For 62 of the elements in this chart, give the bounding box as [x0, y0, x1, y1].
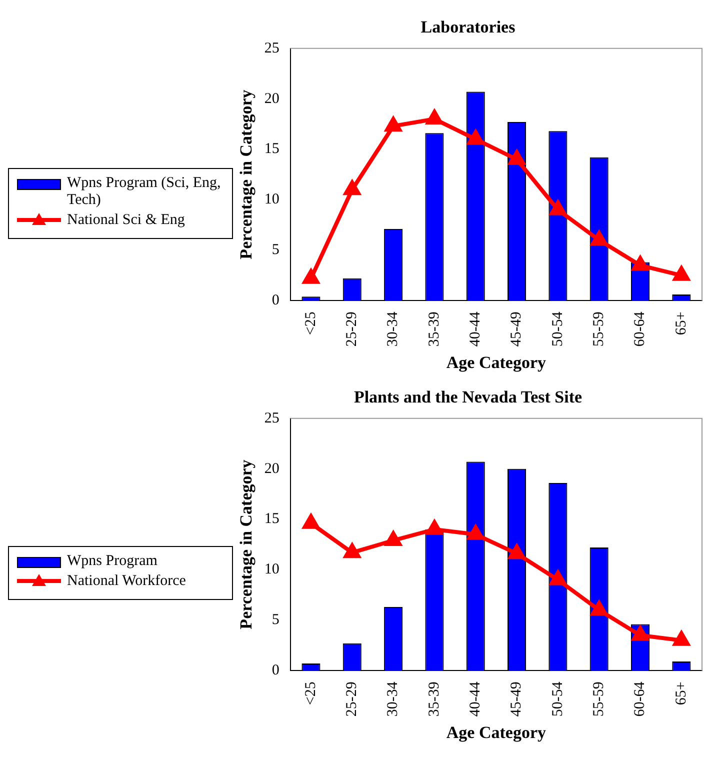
x-tick-label: 30-34: [385, 311, 402, 347]
y-tick-label: 5: [272, 612, 280, 628]
y-tick-label: 15: [264, 511, 280, 528]
x-tick-label: 30-34: [385, 681, 402, 717]
point: [302, 514, 320, 529]
legend-label: Wpns Program: [67, 553, 158, 570]
y-tick-label: 15: [264, 141, 280, 158]
x-tick-label: 40-44: [468, 681, 484, 717]
x-tick-label: 45-49: [508, 312, 525, 347]
x-tick-label: 35-39: [426, 682, 442, 717]
point: [632, 256, 648, 271]
point: [632, 626, 648, 641]
point: [385, 117, 402, 132]
x-tick-label: 55-59: [591, 312, 608, 347]
chart-title: Plants and the Nevada Test Site: [354, 388, 583, 407]
y-tick-label: 20: [264, 90, 280, 107]
legend-label: Wpns Program (Sci, Eng, Tech): [67, 174, 222, 208]
x-tick-label: 60-64: [632, 311, 648, 347]
legend-label: National Sci & Eng: [67, 212, 185, 228]
x-tick-label: 25-29: [344, 312, 360, 347]
y-tick-label: 0: [272, 662, 280, 679]
point: [426, 520, 443, 535]
point: [508, 150, 525, 165]
y-axis-title: Percentage in Category: [236, 89, 256, 260]
point: [344, 180, 360, 196]
y-tick-label: 10: [264, 562, 280, 578]
x-axis-title: Age Category: [446, 353, 546, 372]
x-tick-label: 50-54: [550, 311, 566, 347]
x-tick-label: 50-54: [550, 681, 566, 717]
point: [673, 266, 690, 281]
point: [426, 110, 443, 125]
y-tick-label: 5: [272, 242, 280, 258]
point: [550, 200, 566, 216]
x-tick-label: 65+: [673, 312, 690, 336]
x-tick-label: 60-64: [632, 681, 648, 717]
x-tick-label: <25: [302, 682, 319, 706]
y-tick-label: 0: [272, 292, 280, 309]
y-tick-label: 20: [264, 460, 280, 477]
x-axis-title: Age Category: [446, 723, 546, 742]
point: [591, 601, 608, 616]
chart-title: Laboratories: [420, 18, 516, 37]
x-tick-label: 45-49: [508, 682, 525, 717]
point: [468, 525, 484, 540]
x-tick-label: 35-39: [426, 312, 442, 347]
point: [344, 544, 360, 558]
x-tick-label: 55-59: [591, 682, 608, 717]
point: [385, 531, 402, 546]
legend-label: National Workforce: [67, 573, 186, 590]
point: [468, 130, 484, 145]
x-tick-label: 40-44: [468, 311, 484, 347]
y-tick-label: 10: [264, 192, 280, 208]
x-tick-label: 25-29: [344, 682, 360, 717]
point: [508, 544, 525, 560]
x-tick-label: <25: [302, 312, 319, 336]
point: [673, 631, 690, 646]
x-tick-label: 65+: [673, 682, 690, 706]
point: [591, 231, 608, 246]
point: [550, 570, 566, 586]
y-axis-title: Percentage in Category: [236, 459, 256, 630]
y-tick-label: 25: [264, 410, 280, 426]
point: [302, 269, 320, 284]
y-tick-label: 25: [264, 40, 280, 56]
